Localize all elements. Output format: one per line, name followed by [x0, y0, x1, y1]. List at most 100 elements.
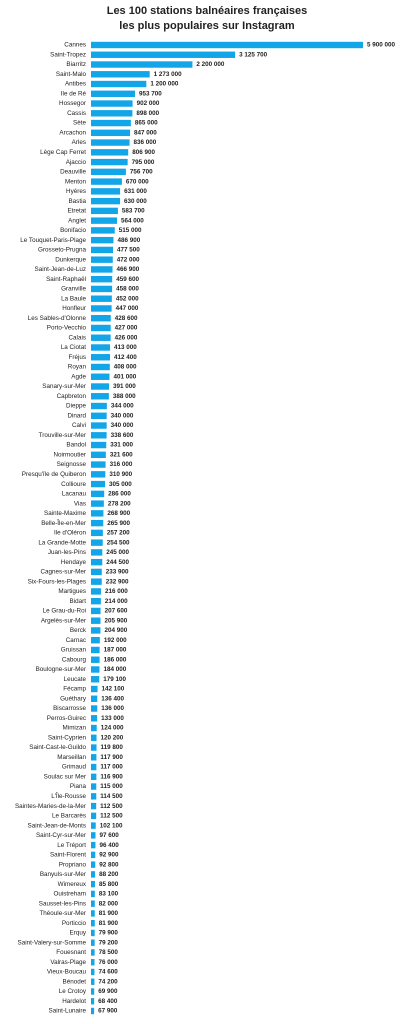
bar — [91, 968, 95, 976]
category-label: Juan-les-Pins — [48, 549, 86, 556]
category-label: Deauville — [60, 169, 86, 176]
bar — [91, 832, 96, 839]
category-label: Bidart — [70, 598, 87, 605]
bar — [91, 939, 95, 946]
value-label: 81 900 — [99, 910, 119, 917]
bar — [91, 393, 109, 400]
bar — [91, 890, 95, 898]
value-label: 179 100 — [103, 676, 126, 683]
category-label: Menton — [65, 178, 87, 185]
category-label: Le Barcarès — [52, 813, 86, 820]
value-label: 115 000 — [100, 783, 123, 790]
bar — [91, 793, 97, 800]
category-label: Martigues — [58, 588, 86, 595]
category-label: Grimaud — [62, 764, 87, 771]
bar — [91, 275, 113, 283]
category-label: L'Île-Rousse — [51, 791, 86, 800]
category-label: Bonifacio — [60, 227, 86, 234]
bar — [91, 412, 107, 419]
bar — [91, 471, 106, 478]
value-label: 1 273 000 — [154, 71, 183, 78]
category-label: Cagnes-sur-Mer — [41, 569, 87, 576]
value-label: 428 600 — [115, 315, 138, 322]
category-label: Ile de Ré — [61, 90, 87, 97]
bar — [91, 607, 101, 615]
value-label: 3 125 700 — [239, 51, 268, 58]
value-label: 92 800 — [99, 861, 119, 868]
bar — [91, 178, 122, 185]
bar — [91, 900, 95, 907]
category-label: Capbreton — [57, 393, 87, 400]
value-label: 1 200 000 — [150, 81, 179, 88]
bar — [91, 871, 96, 878]
bar — [91, 61, 193, 68]
value-label: 898 000 — [136, 110, 159, 117]
bar — [91, 305, 112, 312]
bar — [91, 129, 131, 137]
value-label: 401 000 — [113, 373, 136, 380]
value-label: 79 900 — [99, 930, 119, 937]
category-label: Wimereux — [58, 881, 87, 888]
value-label: 316 000 — [110, 461, 133, 468]
value-label: 391 000 — [113, 383, 136, 390]
value-label: 254 500 — [107, 539, 130, 546]
category-label: Presqu'île de Quiberon — [22, 471, 87, 478]
value-label: 184 000 — [103, 666, 126, 673]
category-label: Théoule-sur-Mer — [39, 910, 86, 917]
bar — [91, 773, 97, 781]
value-label: 486 900 — [117, 237, 140, 244]
value-label: 216 000 — [105, 588, 128, 595]
value-label: 427 000 — [115, 325, 138, 332]
category-label: Dunkerque — [55, 256, 86, 263]
value-label: 321 600 — [110, 451, 133, 458]
value-label: 338 600 — [111, 432, 134, 439]
value-label: 408 000 — [114, 364, 137, 371]
value-label: 836 000 — [134, 139, 157, 146]
bar — [91, 100, 133, 107]
value-label: 85 800 — [99, 881, 119, 888]
category-label: Sète — [73, 120, 86, 127]
value-label: 119 800 — [101, 744, 124, 751]
category-label: Porticcio — [62, 920, 87, 927]
bar — [91, 334, 111, 341]
bar — [91, 851, 96, 859]
bar — [91, 451, 106, 459]
value-label: 233 900 — [106, 569, 129, 576]
value-label: 116 900 — [100, 773, 123, 780]
value-label: 96 400 — [99, 842, 119, 849]
bar — [91, 422, 107, 429]
category-label: Perros-Guirec — [47, 715, 86, 722]
value-label: 310 900 — [109, 471, 132, 478]
value-label: 847 000 — [134, 129, 157, 136]
value-label: 344 000 — [111, 403, 134, 410]
bar — [91, 597, 101, 605]
bar — [91, 510, 104, 517]
category-label: Lacanau — [62, 491, 87, 498]
value-label: 133 000 — [101, 715, 124, 722]
category-label: Erquy — [70, 930, 87, 937]
category-label: La Baule — [61, 295, 86, 302]
category-label: Cannes — [64, 42, 86, 49]
category-label: Piana — [70, 783, 87, 790]
value-label: 232 900 — [106, 578, 129, 585]
value-label: 102 100 — [100, 822, 123, 829]
bar — [91, 637, 100, 644]
value-label: 670 000 — [126, 178, 149, 185]
category-label: Sanary-sur-Mer — [42, 383, 86, 390]
category-label: Fouesnant — [56, 949, 86, 956]
bar — [91, 207, 118, 215]
bar — [91, 285, 113, 293]
bar — [91, 588, 101, 595]
value-label: 79 200 — [99, 939, 119, 946]
category-label: Fécamp — [63, 686, 86, 693]
category-label: Argelès-sur-Mer — [41, 617, 86, 624]
category-label: Guéthary — [60, 695, 87, 702]
bar — [91, 256, 113, 263]
category-label: Marseillan — [57, 754, 86, 761]
bar — [91, 324, 111, 332]
category-label: Le Touquet-Paris-Plage — [20, 237, 86, 244]
value-label: 268 900 — [107, 510, 130, 517]
category-label: Valras-Plage — [50, 959, 86, 966]
bar — [91, 841, 96, 849]
bar — [91, 110, 133, 117]
